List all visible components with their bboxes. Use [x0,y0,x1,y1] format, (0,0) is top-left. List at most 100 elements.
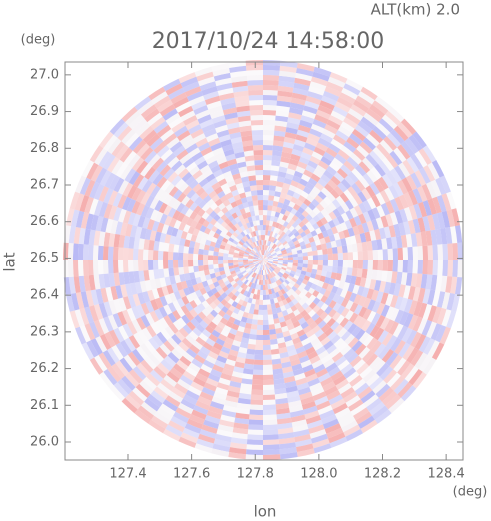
echo-cell [277,85,294,93]
echo-cell [181,337,193,349]
echo-cell [331,351,344,363]
echo-cell [243,263,249,267]
echo-cell [162,108,178,121]
echo-cell [137,215,146,228]
echo-cell [140,359,154,374]
echo-cell [211,115,226,124]
echo-cell [357,191,367,203]
echo-cell [233,262,239,266]
echo-cell [422,260,429,275]
echo-cell [337,260,344,267]
echo-cell [263,169,271,176]
echo-cell [297,206,305,214]
echo-cell [267,256,273,259]
echo-cell [295,199,304,207]
echo-cell [294,224,302,232]
echo-cell [404,137,419,154]
echo-cell [254,273,258,279]
echo-cell [295,438,313,448]
echo-cell [312,250,318,256]
echo-cell [263,245,266,251]
echo-cell [120,284,128,298]
echo-cell [279,245,285,250]
echo-cell [209,241,216,248]
echo-cell [102,350,116,367]
echo-cell [342,252,349,260]
echo-cell [150,299,159,311]
echo-cell [144,228,152,240]
echo-cell [201,328,212,338]
echo-cell [177,252,184,260]
echo-cell [319,275,326,283]
echo-cell [308,287,315,295]
echo-cell [176,307,186,318]
echo-cell [263,369,273,376]
echo-cell [263,260,267,264]
echo-cell [288,301,295,308]
echo-cell [279,447,297,455]
echo-cell [269,333,277,340]
echo-cell [344,199,354,210]
echo-cell [263,210,268,216]
echo-cell [176,359,189,371]
echo-cell [242,332,250,339]
echo-cell [275,307,282,314]
echo-cell [426,181,437,199]
echo-cell [174,125,188,138]
echo-cell [255,174,263,181]
echo-cell [142,376,157,391]
echo-cell [435,325,447,343]
echo-cell [248,256,254,259]
echo-cell [137,100,154,115]
echo-cell [313,169,324,179]
echo-cell [257,230,261,236]
echo-cell [195,137,209,148]
echo-cell [198,265,204,272]
echo-cell [166,371,180,383]
echo-cell [113,246,119,260]
echo-cell [218,178,228,187]
echo-cell [319,287,327,295]
echo-cell [297,253,303,257]
echo-cell [245,211,252,218]
echo-cell [285,173,294,181]
echo-cell [67,260,74,277]
echo-cell [340,222,348,231]
echo-cell [193,214,202,223]
echo-cell [222,107,237,116]
echo-cell [293,231,300,238]
echo-cell [267,262,272,266]
echo-cell [263,260,266,265]
echo-cell [190,278,198,286]
echo-cell [204,415,221,425]
echo-cell [371,207,381,219]
echo-cell [263,374,274,380]
echo-cell [282,260,288,263]
echo-cell [301,248,308,254]
echo-cell [180,280,188,290]
echo-cell [179,134,193,146]
echo-cell [311,198,320,207]
echo-cell [310,123,325,134]
echo-cell [117,378,133,395]
echo-cell [316,211,325,220]
echo-cell [292,192,301,200]
echo-cell [182,81,200,93]
echo-cell [309,155,321,165]
echo-cell [354,124,370,138]
echo-cell [375,383,391,398]
echo-cell [227,221,235,229]
echo-cell [220,241,227,247]
echo-cell [238,240,244,246]
echo-cell [265,230,269,236]
echo-cell [430,323,442,341]
echo-cell [380,304,390,318]
echo-cell [120,340,132,355]
echo-cell [272,256,278,259]
echo-cell [213,119,227,129]
echo-cell [250,399,263,405]
echo-cell [347,252,354,260]
echo-cell [163,268,170,278]
echo-cell [397,260,404,273]
echo-cell [241,337,250,344]
